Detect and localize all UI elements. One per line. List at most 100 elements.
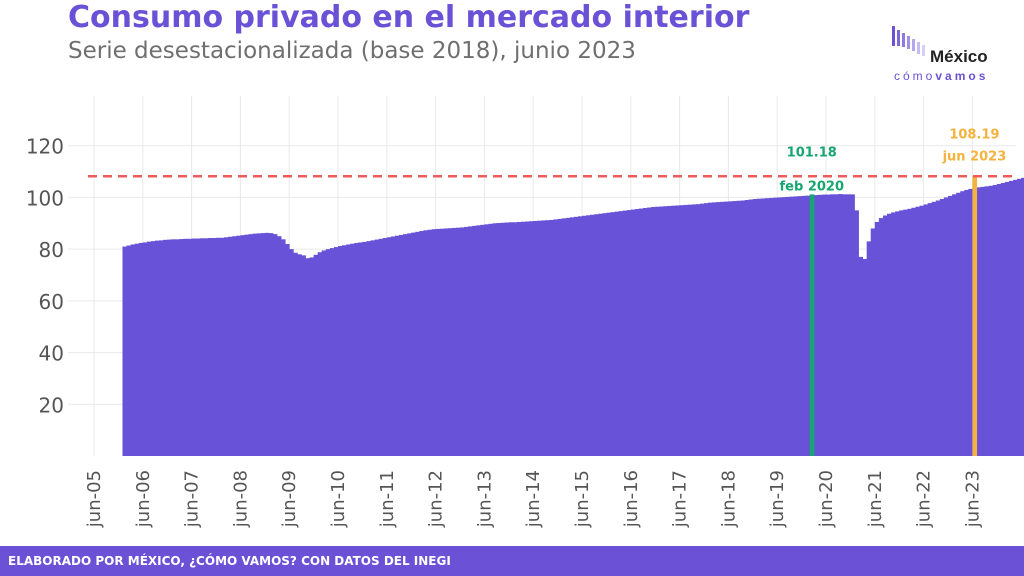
bar bbox=[545, 220, 550, 456]
bar bbox=[785, 196, 790, 456]
bar bbox=[602, 213, 607, 456]
logo-tag-bold: vamos bbox=[935, 69, 989, 83]
bar bbox=[443, 228, 449, 456]
bar bbox=[297, 254, 302, 456]
bar bbox=[939, 198, 945, 457]
x-tick-label: jun-22 bbox=[914, 470, 935, 528]
bar bbox=[586, 215, 591, 456]
bar bbox=[687, 204, 693, 456]
x-tick-label: jun-08 bbox=[230, 470, 251, 528]
bar bbox=[907, 208, 912, 456]
bar bbox=[289, 249, 294, 456]
bar bbox=[285, 243, 290, 456]
bar bbox=[988, 185, 994, 457]
bar bbox=[134, 243, 140, 456]
bar bbox=[769, 197, 774, 456]
bar bbox=[240, 235, 245, 456]
bar bbox=[679, 205, 685, 456]
bar bbox=[146, 241, 152, 456]
bar bbox=[301, 255, 306, 456]
bar bbox=[244, 234, 249, 456]
bar bbox=[846, 194, 851, 456]
bar bbox=[342, 245, 347, 456]
bar bbox=[984, 186, 990, 456]
bar bbox=[468, 226, 473, 456]
bar bbox=[565, 217, 571, 456]
x-tick-label: jun-18 bbox=[718, 470, 739, 528]
logo-word: México bbox=[930, 47, 988, 66]
bar bbox=[382, 238, 388, 456]
bar bbox=[163, 239, 168, 456]
footer-bar: ELABORADO POR MÉXICO, ¿CÓMO VAMOS? CON D… bbox=[0, 546, 1024, 576]
bar bbox=[1021, 177, 1024, 456]
x-tick-label: jun-20 bbox=[816, 470, 837, 528]
bar bbox=[1017, 178, 1022, 456]
bar bbox=[126, 245, 131, 456]
bar bbox=[216, 237, 221, 456]
bar bbox=[655, 206, 660, 456]
x-axis-ticks: jun-05 jun-06 jun-07 jun-08 jun-09 jun-10 jun-… bbox=[84, 470, 983, 528]
bar bbox=[362, 241, 367, 456]
bar bbox=[598, 213, 603, 456]
bar bbox=[891, 212, 896, 456]
x-tick-label: jun-06 bbox=[133, 470, 154, 528]
y-tick-label: 40 bbox=[39, 342, 64, 366]
bar bbox=[366, 241, 371, 456]
bar bbox=[870, 228, 876, 456]
bar bbox=[386, 237, 392, 456]
bar bbox=[821, 194, 827, 456]
bar bbox=[537, 220, 542, 456]
bar bbox=[199, 238, 205, 456]
bar bbox=[728, 201, 733, 456]
annotation-labels: 101.18 feb 2020 108.19 jun 2023 bbox=[780, 127, 1007, 194]
x-tick-label: jun-19 bbox=[767, 470, 788, 528]
chart-subtitle: Serie desestacionalizada (base 2018), ju… bbox=[68, 38, 636, 64]
x-tick-label: jun-23 bbox=[962, 470, 983, 528]
bar bbox=[455, 227, 461, 456]
bar bbox=[183, 238, 188, 456]
bar bbox=[504, 222, 510, 456]
bar bbox=[191, 238, 197, 456]
bar bbox=[569, 217, 575, 456]
bar bbox=[748, 199, 754, 457]
bar bbox=[321, 250, 327, 456]
bar bbox=[850, 194, 855, 456]
bar bbox=[224, 237, 229, 456]
bar bbox=[309, 257, 314, 456]
bar bbox=[704, 203, 709, 456]
bar bbox=[521, 221, 526, 456]
bar bbox=[606, 212, 611, 456]
bar bbox=[976, 187, 981, 456]
bar bbox=[895, 211, 900, 456]
x-tick-label: jun-16 bbox=[621, 470, 642, 528]
bar bbox=[683, 204, 689, 456]
bar bbox=[594, 214, 599, 456]
x-tick-label: jun-14 bbox=[523, 470, 544, 528]
bar bbox=[423, 230, 428, 456]
bar bbox=[142, 242, 148, 456]
bar bbox=[980, 186, 985, 456]
bar bbox=[1000, 182, 1006, 456]
bar bbox=[712, 202, 717, 456]
bar bbox=[911, 207, 916, 456]
bar bbox=[813, 195, 819, 456]
bar bbox=[533, 220, 538, 456]
bar bbox=[525, 221, 530, 456]
bar bbox=[175, 239, 180, 456]
bar bbox=[618, 211, 624, 456]
bar bbox=[720, 201, 725, 456]
bar bbox=[407, 233, 412, 456]
bar bbox=[500, 222, 506, 456]
bar bbox=[329, 248, 335, 456]
bar bbox=[1004, 181, 1010, 456]
bar bbox=[394, 235, 400, 456]
bars-group bbox=[122, 177, 1024, 457]
bar bbox=[431, 229, 436, 456]
bar bbox=[236, 235, 241, 456]
bar bbox=[866, 241, 872, 456]
bar bbox=[834, 194, 839, 456]
bar bbox=[313, 254, 319, 456]
bar bbox=[325, 249, 331, 456]
bar bbox=[923, 204, 929, 456]
